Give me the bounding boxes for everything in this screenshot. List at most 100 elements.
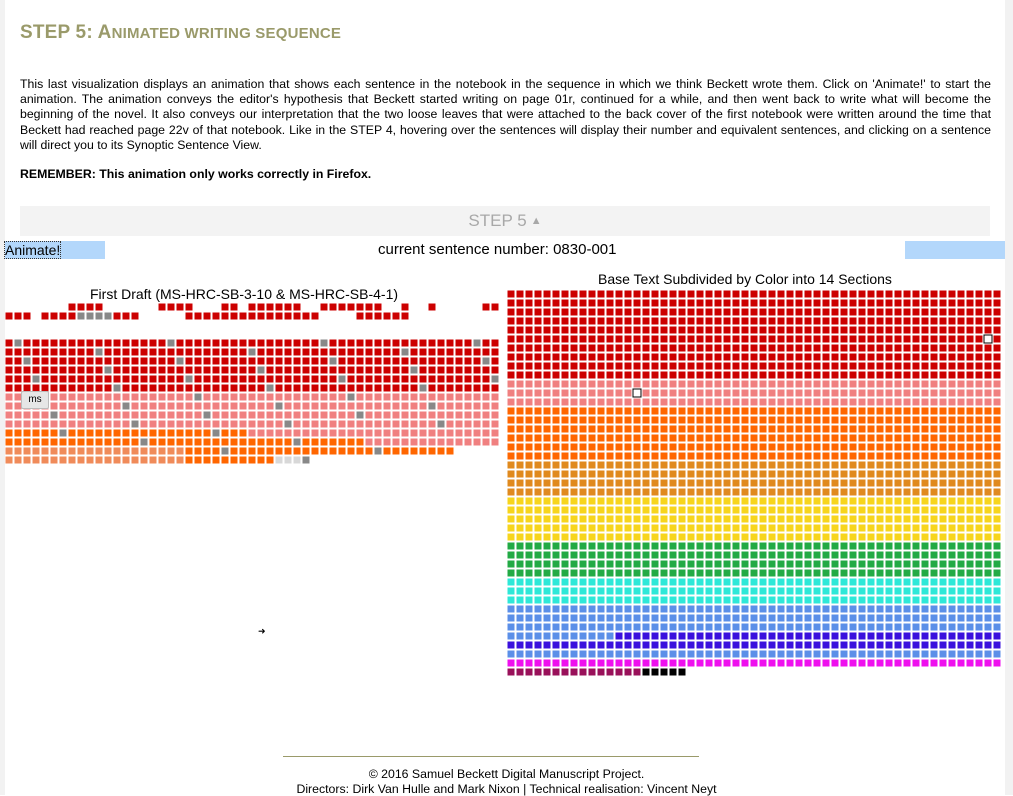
- draft-sentence-cell[interactable]: [94, 356, 104, 366]
- base-sentence-cell[interactable]: [605, 379, 615, 389]
- base-sentence-cell[interactable]: [884, 649, 894, 659]
- base-sentence-cell[interactable]: [803, 451, 813, 461]
- base-sentence-cell[interactable]: [785, 415, 795, 425]
- draft-sentence-cell[interactable]: [58, 410, 68, 420]
- base-sentence-cell[interactable]: [884, 514, 894, 524]
- base-sentence-cell[interactable]: [533, 343, 543, 353]
- base-sentence-cell[interactable]: [722, 316, 732, 326]
- base-sentence-cell[interactable]: [866, 496, 876, 506]
- draft-sentence-cell[interactable]: [13, 410, 23, 420]
- base-sentence-cell[interactable]: [929, 388, 939, 398]
- base-sentence-cell[interactable]: [731, 379, 741, 389]
- base-sentence-cell[interactable]: [722, 415, 732, 425]
- base-sentence-cell[interactable]: [614, 424, 624, 434]
- base-sentence-cell[interactable]: [803, 370, 813, 380]
- base-sentence-cell[interactable]: [758, 316, 768, 326]
- base-sentence-cell[interactable]: [749, 559, 759, 569]
- base-sentence-cell[interactable]: [920, 586, 930, 596]
- draft-sentence-cell[interactable]: [400, 347, 410, 357]
- draft-sentence-cell[interactable]: [292, 401, 302, 411]
- draft-sentence-cell[interactable]: [445, 401, 455, 411]
- base-sentence-cell[interactable]: [749, 595, 759, 605]
- base-sentence-cell[interactable]: [938, 388, 948, 398]
- base-sentence-cell[interactable]: [983, 514, 993, 524]
- base-sentence-cell[interactable]: [614, 406, 624, 416]
- base-sentence-cell[interactable]: [578, 577, 588, 587]
- draft-sentence-cell[interactable]: [364, 347, 374, 357]
- base-sentence-cell[interactable]: [686, 352, 696, 362]
- base-sentence-cell[interactable]: [902, 424, 912, 434]
- base-sentence-cell[interactable]: [605, 415, 615, 425]
- base-sentence-cell[interactable]: [893, 451, 903, 461]
- draft-sentence-cell[interactable]: [391, 347, 401, 357]
- draft-sentence-cell[interactable]: [409, 356, 419, 366]
- base-sentence-cell[interactable]: [767, 586, 777, 596]
- base-sentence-cell[interactable]: [677, 442, 687, 452]
- draft-sentence-cell[interactable]: [31, 446, 41, 456]
- base-sentence-cell[interactable]: [875, 424, 885, 434]
- base-sentence-cell[interactable]: [785, 290, 795, 299]
- base-sentence-cell[interactable]: [695, 532, 705, 542]
- base-sentence-cell[interactable]: [875, 406, 885, 416]
- base-sentence-cell[interactable]: [965, 595, 975, 605]
- draft-sentence-cell[interactable]: [292, 347, 302, 357]
- base-sentence-cell[interactable]: [929, 334, 939, 344]
- draft-sentence-cell[interactable]: [94, 374, 104, 384]
- base-sentence-cell[interactable]: [875, 640, 885, 650]
- draft-sentence-cell[interactable]: [463, 356, 473, 366]
- base-sentence-cell[interactable]: [830, 532, 840, 542]
- base-sentence-cell[interactable]: [686, 460, 696, 470]
- base-sentence-cell[interactable]: [632, 388, 642, 398]
- base-sentence-cell[interactable]: [507, 559, 516, 569]
- draft-sentence-cell[interactable]: [94, 347, 104, 357]
- base-sentence-cell[interactable]: [749, 487, 759, 497]
- base-sentence-cell[interactable]: [659, 388, 669, 398]
- base-sentence-cell[interactable]: [929, 523, 939, 533]
- base-sentence-cell[interactable]: [875, 649, 885, 659]
- base-sentence-cell[interactable]: [803, 577, 813, 587]
- base-sentence-cell[interactable]: [947, 559, 957, 569]
- base-sentence-cell[interactable]: [812, 361, 822, 371]
- base-sentence-cell[interactable]: [614, 550, 624, 560]
- base-sentence-cell[interactable]: [866, 649, 876, 659]
- base-sentence-cell[interactable]: [857, 604, 867, 614]
- base-sentence-cell[interactable]: [839, 433, 849, 443]
- base-sentence-cell[interactable]: [641, 290, 651, 299]
- base-sentence-cell[interactable]: [839, 577, 849, 587]
- base-sentence-cell[interactable]: [821, 290, 831, 299]
- draft-sentence-cell[interactable]: [463, 347, 473, 357]
- base-sentence-cell[interactable]: [857, 379, 867, 389]
- base-sentence-cell[interactable]: [533, 631, 543, 641]
- base-sentence-cell[interactable]: [731, 478, 741, 488]
- base-sentence-cell[interactable]: [749, 631, 759, 641]
- draft-sentence-cell[interactable]: [355, 347, 365, 357]
- base-sentence-cell[interactable]: [668, 523, 678, 533]
- base-sentence-cell[interactable]: [632, 496, 642, 506]
- draft-sentence-cell[interactable]: [382, 401, 392, 411]
- base-sentence-cell[interactable]: [686, 568, 696, 578]
- draft-sentence-cell[interactable]: [157, 356, 167, 366]
- base-sentence-cell[interactable]: [848, 505, 858, 515]
- base-sentence-cell[interactable]: [812, 595, 822, 605]
- base-sentence-cell[interactable]: [524, 523, 534, 533]
- base-sentence-cell[interactable]: [893, 460, 903, 470]
- base-sentence-cell[interactable]: [605, 334, 615, 344]
- draft-sentence-cell[interactable]: [184, 338, 194, 348]
- base-sentence-cell[interactable]: [839, 469, 849, 479]
- base-sentence-cell[interactable]: [632, 595, 642, 605]
- base-sentence-cell[interactable]: [992, 559, 1002, 569]
- base-sentence-cell[interactable]: [857, 586, 867, 596]
- base-sentence-cell[interactable]: [938, 397, 948, 407]
- draft-sentence-cell[interactable]: [175, 338, 185, 348]
- base-sentence-cell[interactable]: [587, 595, 597, 605]
- draft-sentence-cell[interactable]: [76, 410, 86, 420]
- base-sentence-cell[interactable]: [839, 352, 849, 362]
- base-sentence-cell[interactable]: [902, 290, 912, 299]
- base-sentence-cell[interactable]: [821, 478, 831, 488]
- base-sentence-cell[interactable]: [767, 469, 777, 479]
- base-sentence-cell[interactable]: [839, 316, 849, 326]
- base-sentence-cell[interactable]: [866, 559, 876, 569]
- base-sentence-cell[interactable]: [911, 613, 921, 623]
- draft-sentence-cell[interactable]: [5, 374, 14, 384]
- base-sentence-cell[interactable]: [731, 460, 741, 470]
